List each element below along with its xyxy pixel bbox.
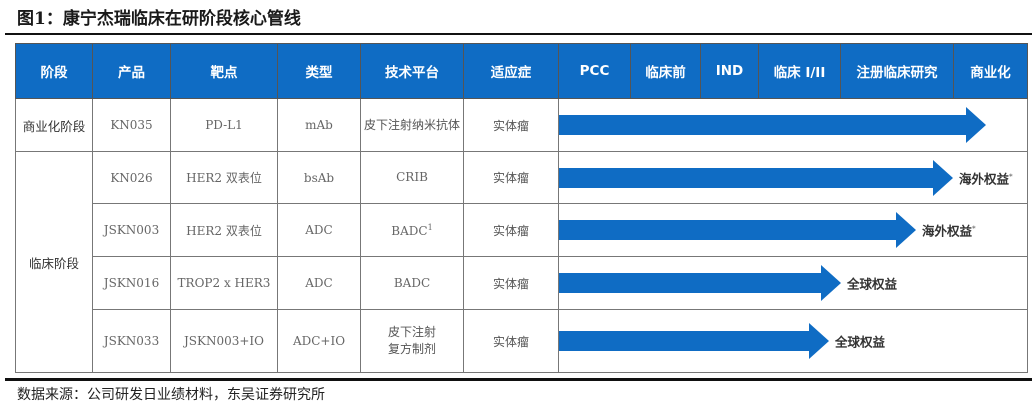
product-cell: KN035 [92,98,171,152]
indication-cell: 实体瘤 [463,151,559,204]
platform-footnote: 1 [427,222,433,232]
indication-cell: 实体瘤 [463,203,559,257]
type-cell: mAb [277,98,361,152]
progress-cell: 全球权益 [558,256,1028,310]
type-cell: ADC [277,256,361,310]
target-cell: PD-L1 [170,98,278,152]
header-cell: 阶段 [15,43,93,99]
product-cell: KN026 [92,151,171,204]
progress-cell [558,98,1028,152]
product-cell: JSKN016 [92,256,171,310]
target-cell: JSKN003+IO [170,309,278,373]
progress-cell: 全球权益 [558,309,1028,373]
progress-cell: 海外权益* [558,203,1028,257]
target-cell: HER2 双表位 [170,203,278,257]
figure-title: 图1：康宁杰瑞临床在研阶段核心管线 [17,9,301,29]
product-cell: JSKN033 [92,309,171,373]
type-cell: ADC+IO [277,309,361,373]
progress-cell: 海外权益* [558,151,1028,204]
rights-text: 海外权益 [959,171,1010,186]
platform-cell: 皮下注射 复方制剂 [360,309,464,373]
rights-footnote: * [1009,171,1013,180]
product-cell: JSKN003 [92,203,171,257]
top-rule [5,33,1032,35]
header-cell: 临床 I/II [758,43,841,99]
platform-text: BADC [391,223,428,238]
table-row: 临床阶段 KN026 HER2 双表位 bsAb CRIB 实体瘤 海外权益* [15,151,1028,373]
header-cell: 临床前 [630,43,701,99]
indication-cell: 实体瘤 [463,98,559,152]
header-cell: 适应症 [463,43,559,99]
header-cell: 靶点 [170,43,278,99]
progress-arrow [559,323,829,359]
type-cell: bsAb [277,151,361,204]
rights-text: 全球权益 [847,276,898,292]
rights-text: 海外权益 [922,223,973,239]
table-row: JSKN016 TROP2 x HER3 ADC BADC 实体瘤 全球权益 [16,256,1028,310]
platform-cell: BADC [360,256,464,310]
platform-cell: 皮下注射纳米抗体 [360,98,464,152]
target-cell: HER2 双表位 [170,151,278,204]
progress-arrow [559,265,841,301]
header-cell: IND [700,43,759,99]
header-cell: 商业化 [953,43,1028,99]
source-note: 数据来源：公司研发日业绩材料，东吴证券研究所 [17,387,325,403]
rights-label: 海外权益* [959,168,1013,187]
type-cell: ADC [277,203,361,257]
header-cell: 技术平台 [360,43,464,99]
pipeline-table: 阶段 产品 靶点 类型 技术平台 适应症 PCC 临床前 IND 临床 I/II… [15,43,1028,373]
rights-text: 全球权益 [835,334,886,350]
progress-arrow [559,212,916,248]
table-row: JSKN003 HER2 双表位 ADC BADC1 实体瘤 海外权益* [16,203,1028,257]
bottom-rule [5,378,1032,381]
stage-cell: 临床阶段 [15,151,93,373]
header-cell: 产品 [92,43,171,99]
header-cell: 注册临床研究 [840,43,954,99]
platform-cell: CRIB [360,151,464,204]
header-row: 阶段 产品 靶点 类型 技术平台 适应症 PCC 临床前 IND 临床 I/II… [15,43,1028,99]
progress-arrow [559,107,986,143]
rights-label: 全球权益 [847,274,897,293]
stage-cell: 商业化阶段 [15,98,93,152]
indication-cell: 实体瘤 [463,256,559,310]
indication-cell: 实体瘤 [463,309,559,373]
progress-arrow [559,159,953,196]
table-row: 商业化阶段 KN035 PD-L1 mAb 皮下注射纳米抗体 实体瘤 [15,98,1028,152]
header-cell: 类型 [277,43,361,99]
header-cell: PCC [558,43,631,99]
table-row: JSKN033 JSKN003+IO ADC+IO 皮下注射 复方制剂 实体瘤 全球权益 [16,309,1028,373]
rights-label: 海外权益* [922,221,976,240]
rights-label: 全球权益 [835,332,885,351]
platform-cell: BADC1 [360,203,464,257]
rights-footnote: * [972,224,976,233]
target-cell: TROP2 x HER3 [170,256,278,310]
